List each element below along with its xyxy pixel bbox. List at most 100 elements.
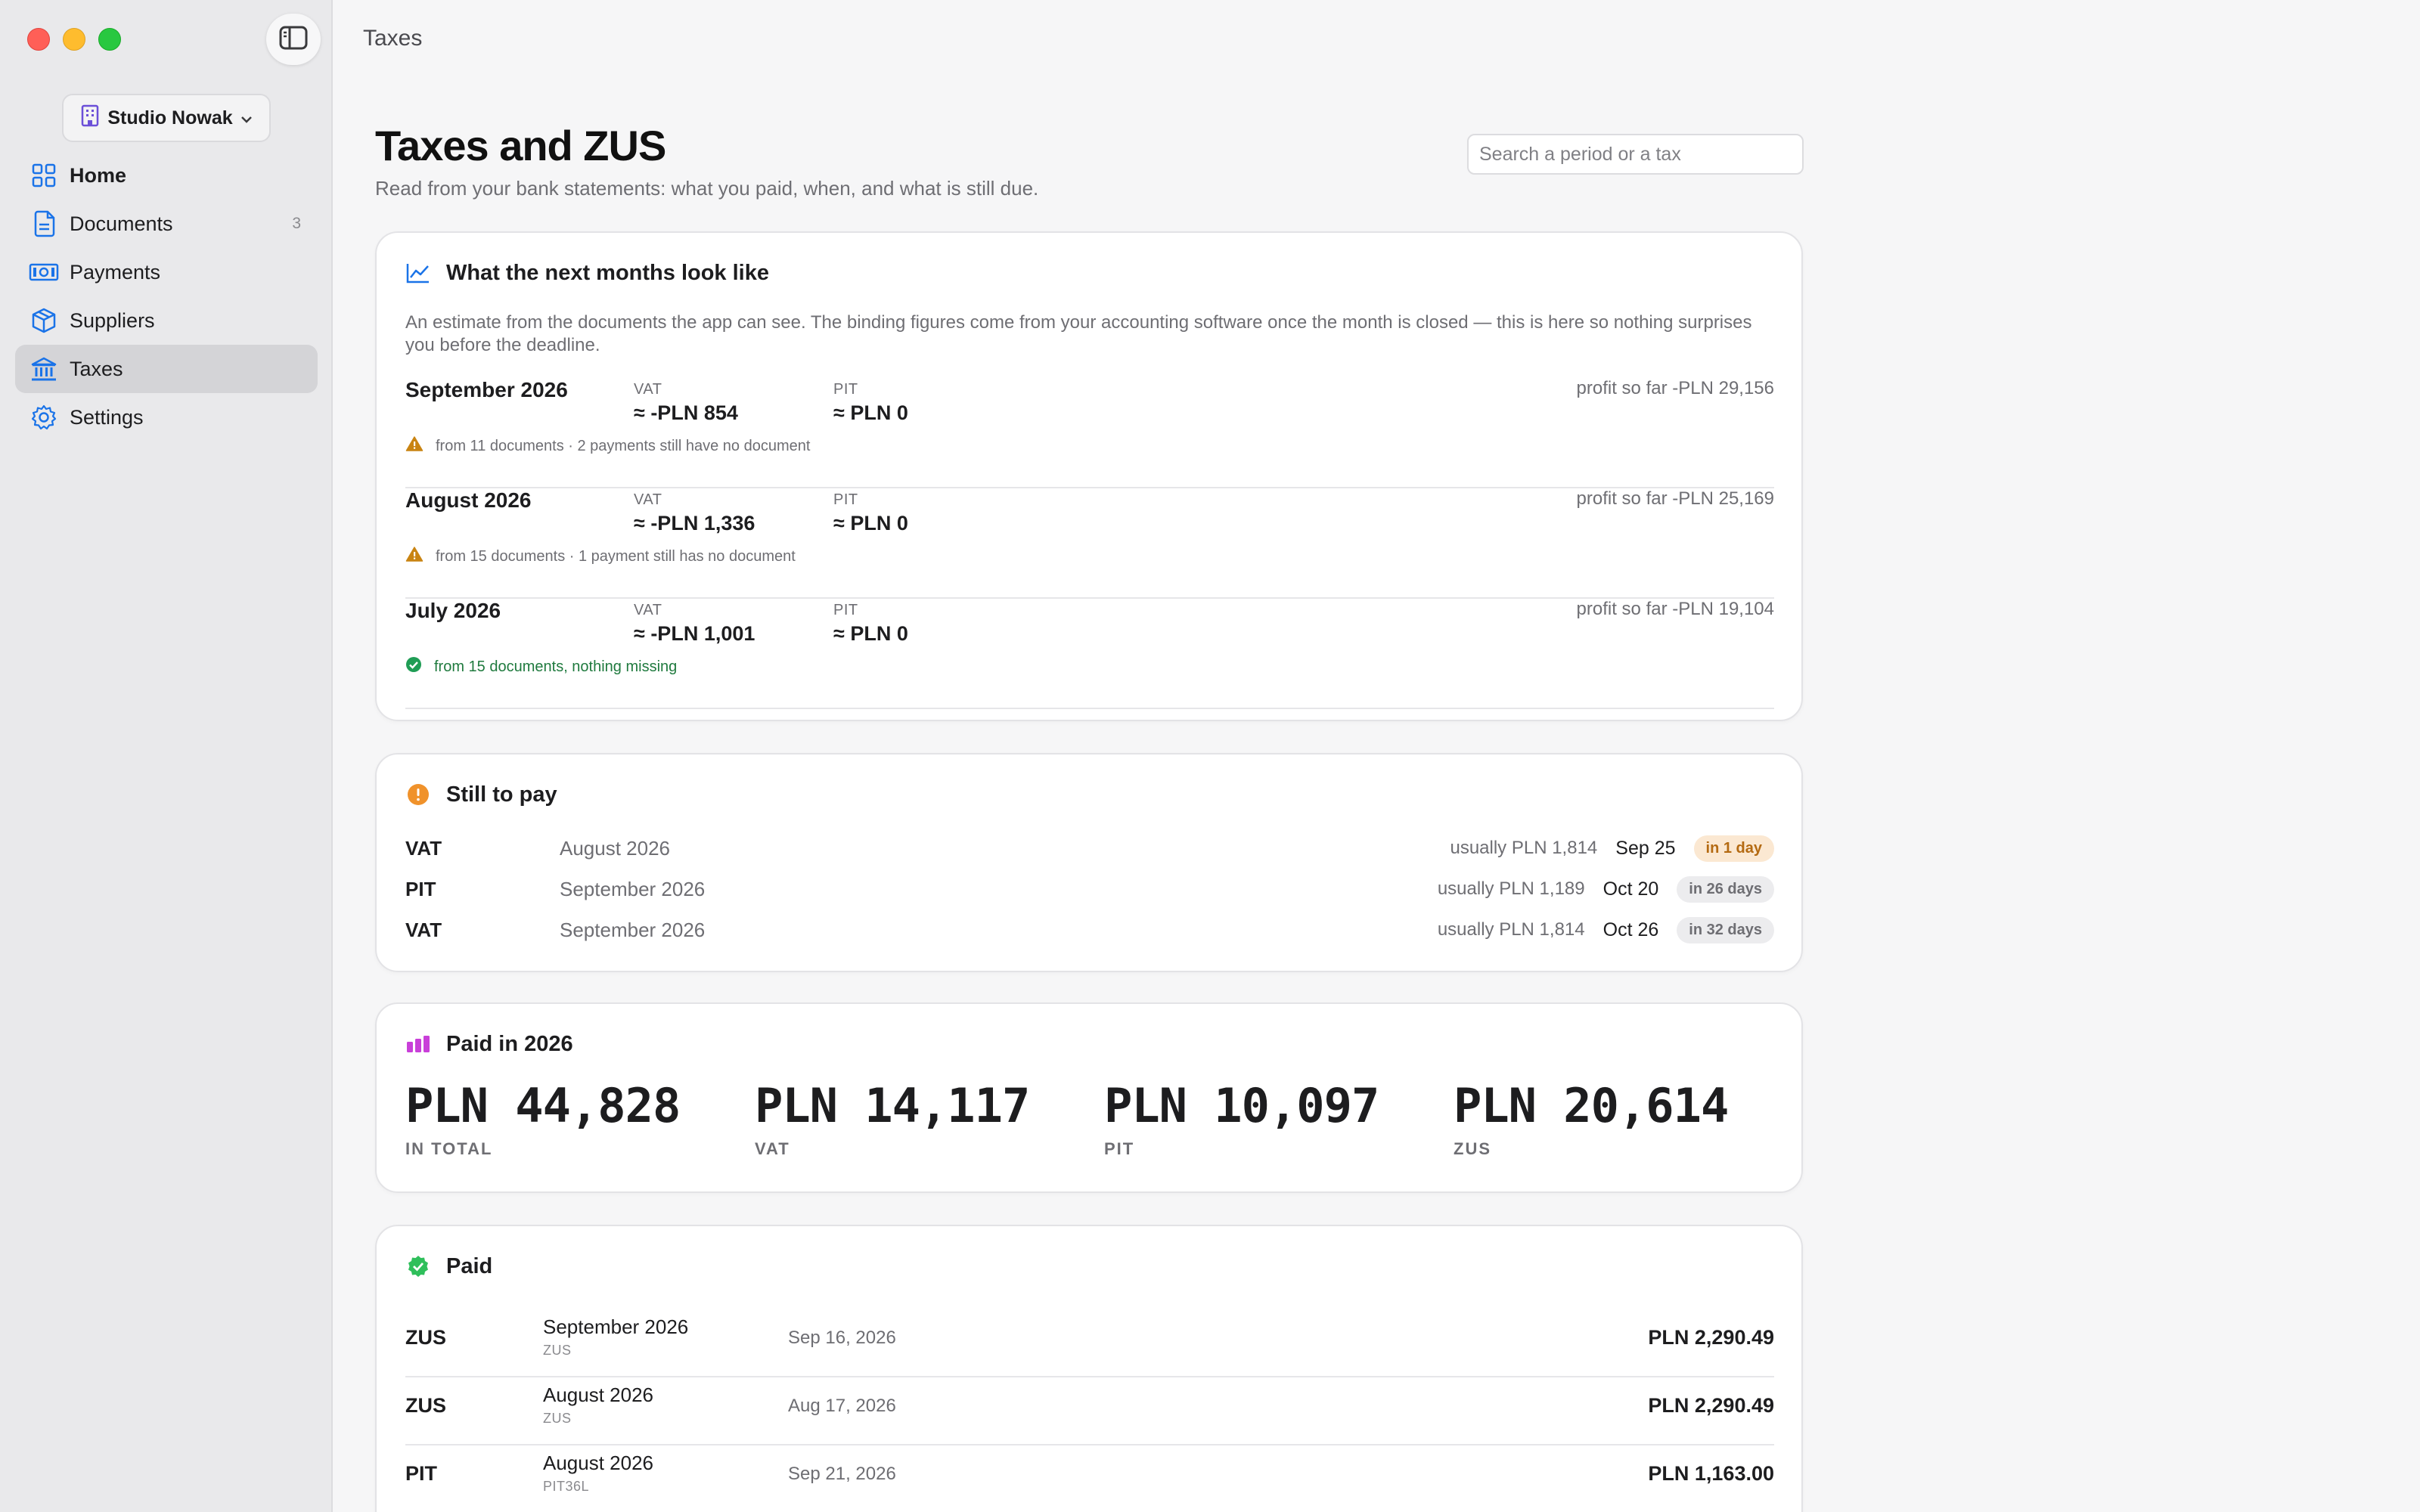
due-info: usually PLN 1,814 Oct 26 in 32 days — [1437, 916, 1774, 943]
pit-value: ≈ PLN 0 — [833, 401, 908, 424]
stat-zus: PLN 20,614 ZUS — [1454, 1078, 1729, 1159]
still-to-pay-card: Still to pay VAT August 2026 usually PLN… — [375, 753, 1803, 972]
stat-amount: PLN 20,614 — [1454, 1078, 1729, 1133]
box-icon — [29, 305, 59, 336]
page-subtitle: Read from your bank statements: what you… — [375, 177, 1039, 200]
due-info: usually PLN 1,814 Sep 25 in 1 day — [1450, 835, 1774, 862]
tax-period: August 2026 — [560, 836, 671, 860]
vat-estimate: VAT ≈ -PLN 1,336 — [634, 491, 755, 535]
pit-label: PIT — [833, 491, 858, 508]
paid-amount: PLN 2,290.49 — [1648, 1394, 1774, 1417]
pit-label: PIT — [833, 602, 858, 618]
month-note: from 15 documents, nothing missing — [405, 656, 677, 677]
still-to-pay-row[interactable]: PIT September 2026 usually PLN 1,189 Oct… — [405, 869, 1774, 909]
warning-icon — [405, 546, 424, 567]
paid-date: Aug 17, 2026 — [788, 1396, 896, 1416]
tax-form: ZUS — [543, 1411, 572, 1426]
sidebar-item-payments[interactable]: Payments — [15, 248, 318, 296]
sidebar-toggle-icon — [279, 26, 308, 54]
sidebar-item-settings[interactable]: Settings — [15, 393, 318, 442]
bank-icon — [29, 354, 59, 384]
due-date: Oct 20 — [1602, 878, 1659, 900]
month-name: September 2026 — [405, 378, 568, 401]
vat-value: ≈ -PLN 1,336 — [634, 512, 755, 534]
stat-total: PLN 44,828 IN TOTAL — [405, 1078, 681, 1159]
organization-switcher[interactable]: Studio Nowak — [62, 94, 271, 142]
vat-label: VAT — [634, 381, 662, 398]
paid-in-year-title: Paid in 2026 — [446, 1031, 573, 1056]
tax-period: August 2026 — [543, 1452, 654, 1474]
tax-kind: ZUS — [405, 1326, 446, 1349]
pit-estimate: PIT ≈ PLN 0 — [833, 491, 908, 535]
tax-form: PIT36L — [543, 1479, 590, 1494]
sidebar-item-home[interactable]: Home — [15, 151, 318, 200]
paid-row[interactable]: ZUS September 2026 ZUS Sep 16, 2026 PLN … — [405, 1309, 1774, 1377]
forecast-month-row[interactable]: July 2026 VAT ≈ -PLN 1,001 PIT ≈ PLN 0 p… — [405, 599, 1774, 709]
forecast-month-row[interactable]: September 2026 VAT ≈ -PLN 854 PIT ≈ PLN … — [405, 378, 1774, 488]
tax-kind: VAT — [405, 836, 442, 860]
due-in-badge: in 1 day — [1693, 835, 1774, 862]
still-to-pay-header: Still to pay — [405, 782, 557, 807]
documents-icon — [29, 209, 59, 239]
sidebar-item-documents[interactable]: Documents 3 — [15, 200, 318, 248]
sidebar-item-taxes[interactable]: Taxes — [15, 345, 318, 393]
minimize-window-button[interactable] — [63, 28, 85, 51]
gear-icon — [29, 402, 59, 432]
forecast-card: What the next months look like An estima… — [375, 231, 1803, 721]
pit-label: PIT — [833, 381, 858, 398]
month-note-text: from 11 documents · 2 payments still hav… — [436, 437, 811, 454]
tax-form: ZUS — [543, 1343, 572, 1358]
month-note: from 15 documents · 1 payment still has … — [405, 546, 796, 567]
window-controls — [27, 28, 121, 51]
zoom-window-button[interactable] — [98, 28, 121, 51]
pit-value: ≈ PLN 0 — [833, 622, 908, 645]
sidebar-item-suppliers[interactable]: Suppliers — [15, 296, 318, 345]
paid-card: Paid ZUS September 2026 ZUS Sep 16, 2026… — [375, 1225, 1803, 1512]
sidebar-item-label: Documents — [70, 212, 173, 235]
pit-estimate: PIT ≈ PLN 0 — [833, 602, 908, 646]
still-to-pay-row[interactable]: VAT August 2026 usually PLN 1,814 Sep 25… — [405, 829, 1774, 868]
due-in-badge: in 32 days — [1677, 916, 1774, 943]
paid-amount: PLN 2,290.49 — [1648, 1326, 1774, 1349]
paid-row[interactable]: PIT August 2026 PIT36L Sep 21, 2026 PLN … — [405, 1445, 1774, 1512]
still-to-pay-title: Still to pay — [446, 782, 557, 807]
forecast-month-row[interactable]: August 2026 VAT ≈ -PLN 1,336 PIT ≈ PLN 0… — [405, 488, 1774, 599]
stat-caption: VAT — [755, 1139, 790, 1158]
tax-kind: VAT — [405, 918, 442, 941]
building-icon — [80, 104, 100, 132]
due-date: Sep 25 — [1615, 837, 1676, 859]
forecast-title: What the next months look like — [446, 260, 769, 285]
still-to-pay-row[interactable]: VAT September 2026 usually PLN 1,814 Oct… — [405, 910, 1774, 950]
tax-period: September 2026 — [560, 918, 706, 941]
due-in-badge: in 26 days — [1677, 875, 1774, 903]
profit-so-far: profit so far -PLN 29,156 — [1576, 378, 1774, 398]
stat-caption: ZUS — [1454, 1139, 1491, 1158]
tax-period: August 2026 — [543, 1383, 654, 1406]
due-info: usually PLN 1,189 Oct 20 in 26 days — [1437, 875, 1774, 903]
sidebar-toggle-button[interactable] — [266, 14, 321, 65]
organization-name: Studio Nowak — [107, 107, 233, 129]
search-input[interactable] — [1467, 134, 1804, 175]
paid-row[interactable]: ZUS August 2026 ZUS Aug 17, 2026 PLN 2,2… — [405, 1377, 1774, 1445]
sidebar-item-label: Settings — [70, 405, 144, 429]
vat-estimate: VAT ≈ -PLN 1,001 — [634, 602, 755, 646]
profit-so-far: profit so far -PLN 25,169 — [1576, 488, 1774, 509]
usual-amount: usually PLN 1,814 — [1437, 919, 1585, 940]
stat-caption: IN TOTAL — [405, 1139, 493, 1158]
sidebar-item-label: Payments — [70, 260, 161, 284]
close-window-button[interactable] — [27, 28, 50, 51]
paid-date: Sep 21, 2026 — [788, 1464, 896, 1484]
vat-label: VAT — [634, 491, 662, 508]
paid-in-year-card: Paid in 2026 PLN 44,828 IN TOTAL PLN 14,… — [375, 1002, 1803, 1193]
documents-count-badge: 3 — [292, 215, 301, 232]
month-name: July 2026 — [405, 599, 501, 622]
tax-kind: PIT — [405, 1462, 438, 1485]
paid-header: Paid — [405, 1253, 492, 1279]
usual-amount: usually PLN 1,814 — [1450, 838, 1598, 858]
month-note-text: from 15 documents, nothing missing — [434, 658, 678, 675]
line-chart-icon — [405, 260, 431, 286]
tax-kind: PIT — [405, 877, 436, 900]
stat-amount: PLN 10,097 — [1104, 1078, 1379, 1133]
stat-amount: PLN 44,828 — [405, 1078, 681, 1133]
usual-amount: usually PLN 1,189 — [1437, 878, 1585, 899]
